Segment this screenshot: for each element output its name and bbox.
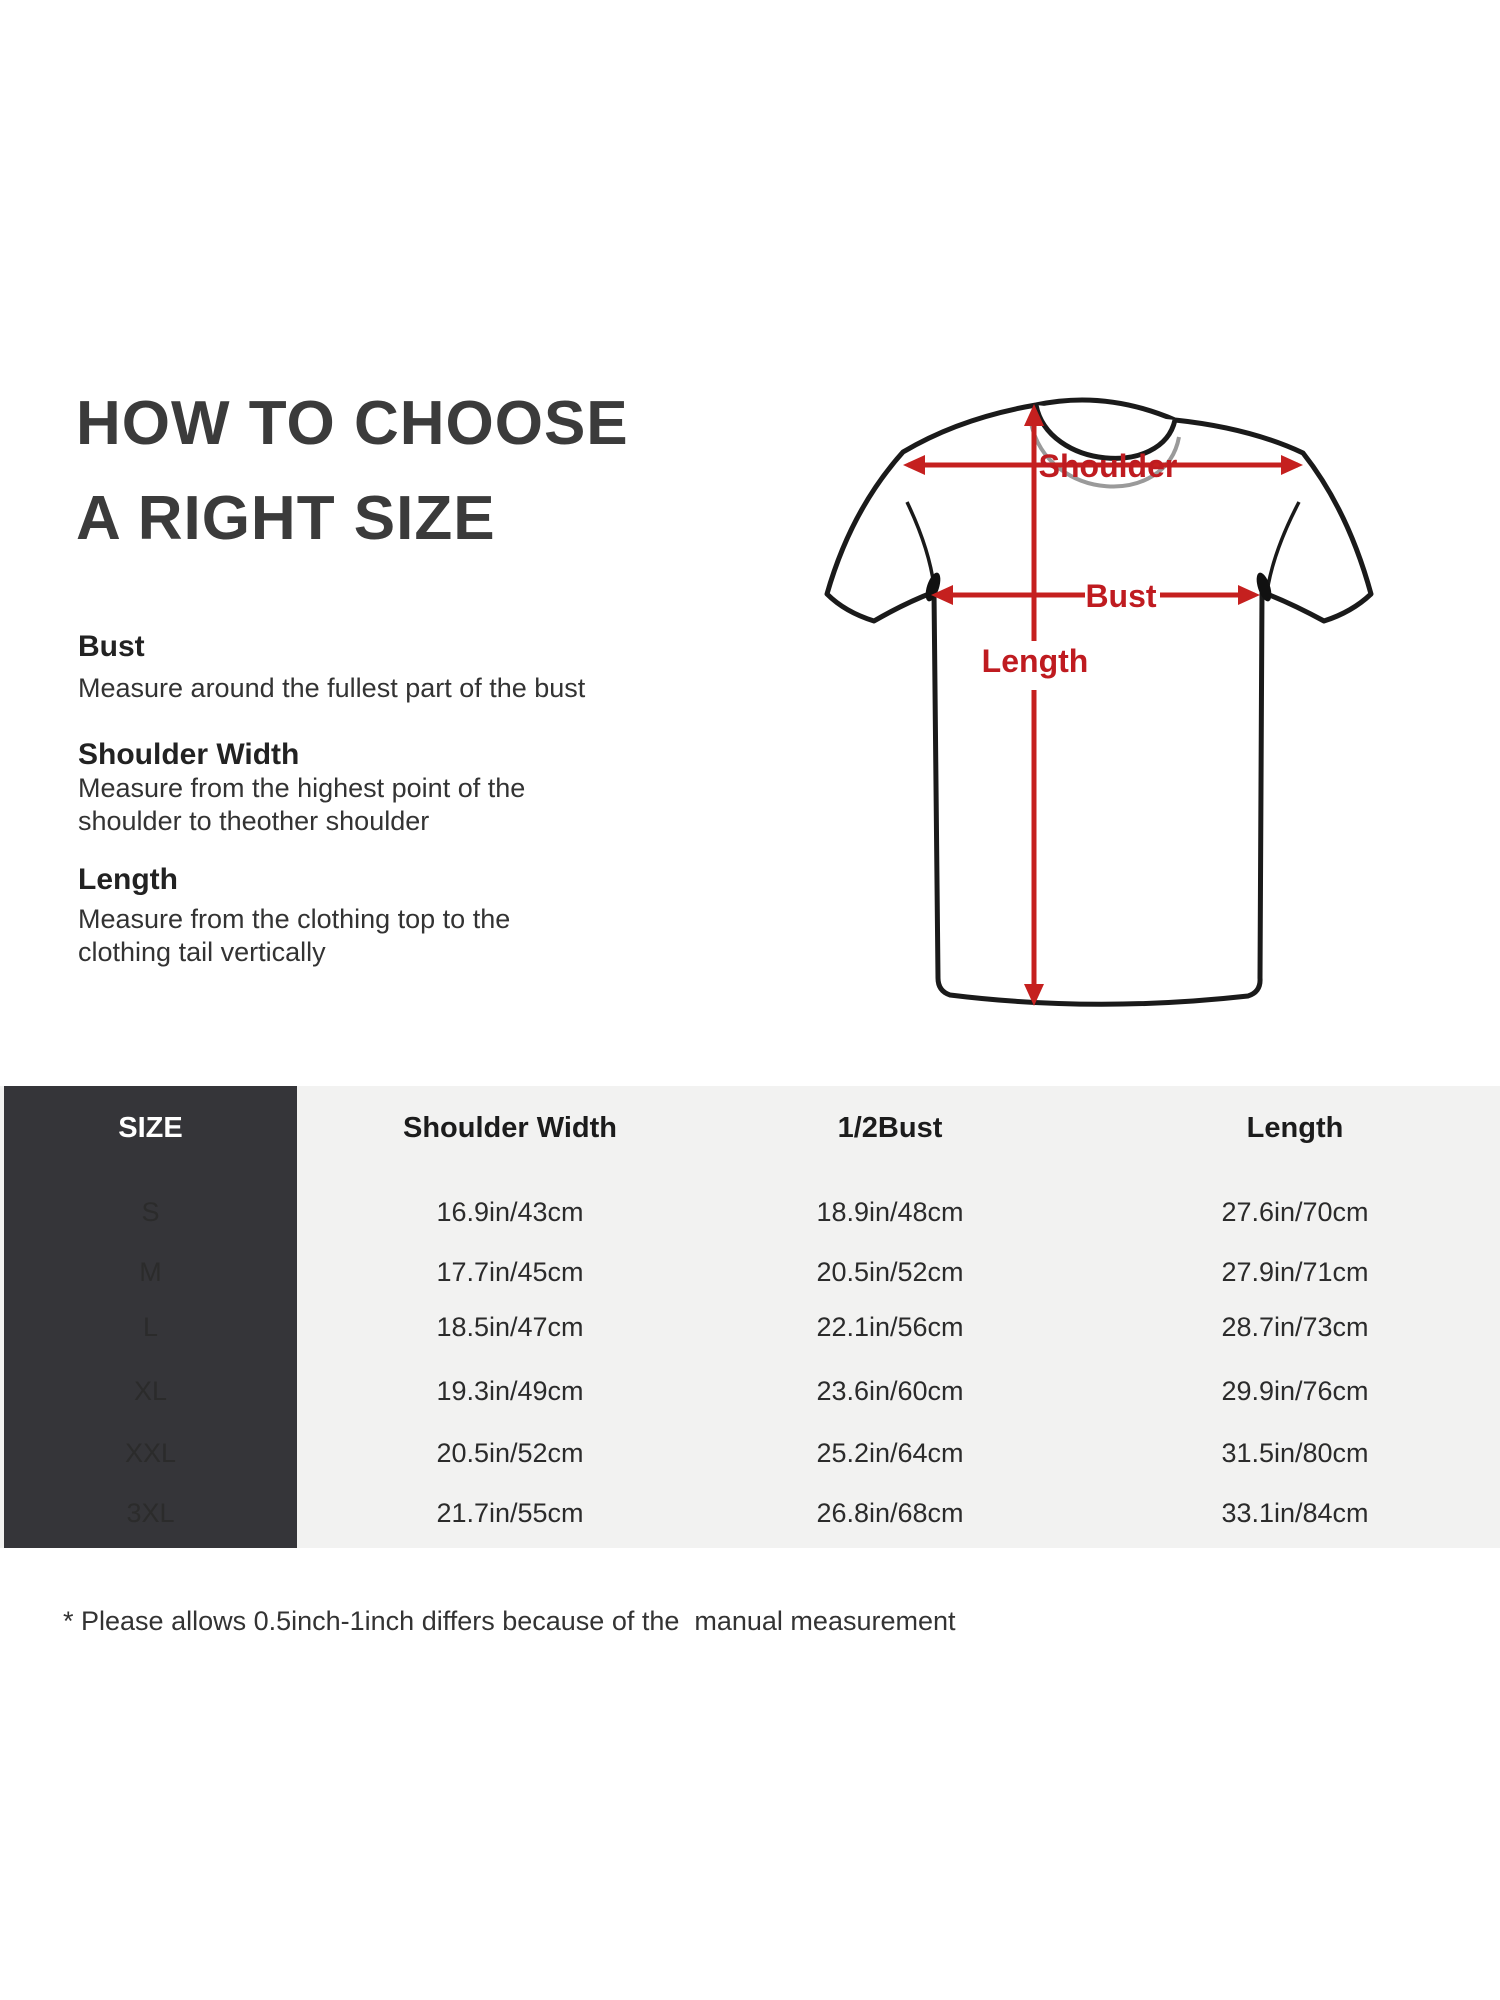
length-cell: 33.1in/84cm	[1221, 1498, 1369, 1528]
tshirt-outline	[824, 397, 1374, 1007]
shoulder-width-heading: Shoulder Width	[78, 738, 300, 771]
header-length: Length	[1246, 1112, 1344, 1144]
shoulder-arrowhead-left	[903, 455, 925, 475]
collar-neckline	[1033, 404, 1178, 461]
size-cell: S	[141, 1197, 160, 1227]
measurement-footnote: * Please allows 0.5inch-1inch differs be…	[63, 1606, 956, 1636]
size-cell: XXL	[124, 1438, 177, 1468]
half-bust-cell: 20.5in/52cm	[816, 1257, 964, 1287]
tshirt-diagram-svg: Shoulder Bust Length	[824, 397, 1374, 1007]
table-row: M 17.7in/45cm 20.5in/52cm 27.9in/71cm	[0, 1254, 1500, 1290]
length-label: Length	[982, 643, 1089, 679]
half-bust-cell: 26.8in/68cm	[816, 1498, 964, 1528]
header-half-bust: 1/2Bust	[837, 1112, 943, 1144]
table-row: XXL 20.5in/52cm 25.2in/64cm 31.5in/80cm	[0, 1435, 1500, 1471]
shoulder-width-description-line1: Measure from the highest point of the	[78, 773, 526, 803]
shoulder-arrowhead-right	[1281, 455, 1303, 475]
left-armpit-shadow	[925, 572, 941, 602]
half-bust-cell: 22.1in/56cm	[816, 1312, 964, 1342]
bust-arrowhead-right	[1238, 585, 1260, 605]
half-bust-cell: 25.2in/64cm	[816, 1438, 964, 1468]
size-cell: L	[142, 1312, 159, 1342]
size-table: SIZE Shoulder Width 1/2Bust Length S 16.…	[0, 1086, 1500, 1548]
bust-label: Bust	[1085, 578, 1156, 614]
bust-arrowhead-left	[931, 585, 953, 605]
header-size: SIZE	[118, 1112, 183, 1144]
shoulder-width-cell: 21.7in/55cm	[436, 1498, 584, 1528]
table-header-row: SIZE Shoulder Width 1/2Bust Length	[0, 1110, 1500, 1146]
length-description-line2: clothing tail vertically	[78, 937, 326, 967]
table-row: 3XL 21.7in/55cm 26.8in/68cm 33.1in/84cm	[0, 1495, 1500, 1531]
length-description: Measure from the clothing top to the clo…	[78, 903, 510, 969]
table-row: L 18.5in/47cm 22.1in/56cm 28.7in/73cm	[0, 1309, 1500, 1345]
shoulder-width-cell: 18.5in/47cm	[436, 1312, 584, 1342]
half-bust-cell: 23.6in/60cm	[816, 1376, 964, 1406]
size-cell: M	[139, 1257, 162, 1287]
bust-heading: Bust	[78, 630, 145, 663]
right-armhole-seam	[1266, 501, 1301, 587]
page-title-line1: HOW TO CHOOSE	[76, 389, 629, 458]
size-cell: XL	[133, 1376, 168, 1406]
collar-shadow	[1029, 422, 1181, 489]
table-row: S 16.9in/43cm 18.9in/48cm 27.6in/70cm	[0, 1194, 1500, 1230]
right-armpit-shadow	[1256, 572, 1272, 602]
length-cell: 27.6in/70cm	[1221, 1197, 1369, 1227]
page-title: HOW TO CHOOSE A RIGHT SIZE	[76, 376, 629, 566]
length-heading: Length	[78, 863, 178, 896]
length-cell: 27.9in/71cm	[1221, 1257, 1369, 1287]
length-cell: 28.7in/73cm	[1221, 1312, 1369, 1342]
bust-description: Measure around the fullest part of the b…	[78, 673, 586, 703]
tshirt-measurement-diagram: Shoulder Bust Length	[780, 380, 1440, 1040]
header-shoulder-width: Shoulder Width	[403, 1112, 617, 1144]
page-title-line2: A RIGHT SIZE	[76, 484, 496, 553]
size-column-background	[4, 1086, 297, 1548]
shoulder-width-description: Measure from the highest point of the sh…	[78, 772, 525, 838]
length-description-line1: Measure from the clothing top to the	[78, 904, 511, 934]
shoulder-width-cell: 16.9in/43cm	[436, 1197, 584, 1227]
half-bust-cell: 18.9in/48cm	[816, 1197, 964, 1227]
shoulder-width-cell: 20.5in/52cm	[436, 1438, 584, 1468]
length-arrowhead-bottom	[1024, 984, 1044, 1006]
shoulder-width-cell: 17.7in/45cm	[436, 1257, 584, 1287]
table-row: XL 19.3in/49cm 23.6in/60cm 29.9in/76cm	[0, 1373, 1500, 1409]
length-arrowhead-top	[1024, 404, 1044, 426]
length-cell: 29.9in/76cm	[1221, 1376, 1369, 1406]
shoulder-width-description-line2: shoulder to theother shoulder	[78, 806, 430, 836]
length-cell: 31.5in/80cm	[1221, 1438, 1369, 1468]
size-cell: 3XL	[126, 1498, 175, 1528]
shoulder-label: Shoulder	[1039, 448, 1178, 484]
shoulder-width-cell: 19.3in/49cm	[436, 1376, 584, 1406]
